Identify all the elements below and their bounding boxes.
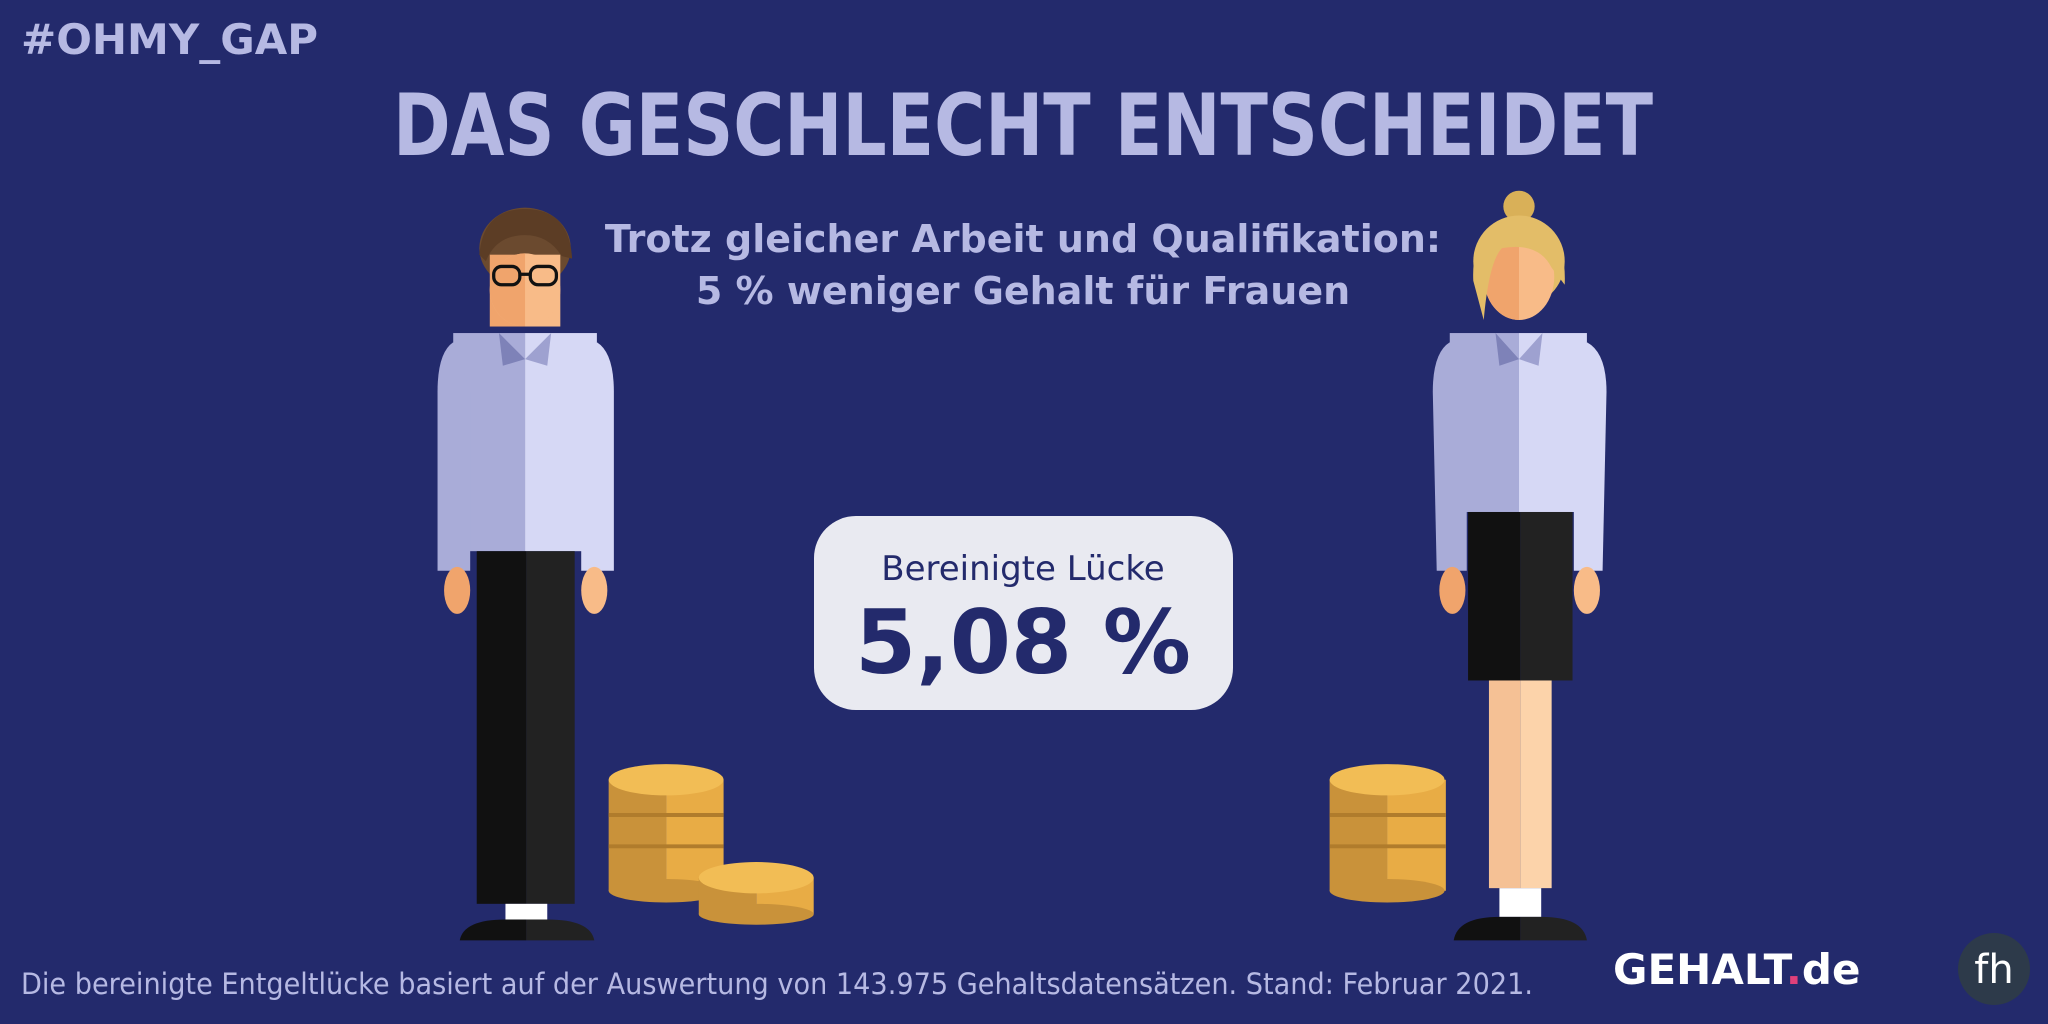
badge-text: fh [1974, 947, 2013, 993]
gap-label: Bereinigte Lücke [881, 549, 1164, 589]
gap-box [814, 516, 1233, 710]
brand-name: GEHALT [1613, 945, 1793, 994]
brand-logo: GEHALT.de [1613, 945, 1860, 994]
illustration [437, 190, 1607, 941]
coins [608, 764, 1446, 925]
subtitle-line: Trotz gleicher Arbeit und Qualifikation: [605, 217, 1441, 261]
brand-tld: de [1802, 945, 1861, 994]
footnote: Die bereinigte Entgeltlücke basiert auf … [21, 967, 1533, 1001]
man-figure [437, 207, 614, 941]
brand-dot: . [1786, 945, 1802, 994]
badge [1958, 933, 2030, 1005]
hashtag: #OHMY_GAP [21, 15, 318, 64]
gap-value: 5,08 % [855, 591, 1191, 694]
subtitle-line: 5 % weniger Gehalt für Frauen [696, 269, 1350, 313]
woman-figure [1432, 190, 1607, 941]
title: DAS GESCHLECHT ENTSCHEIDET [393, 76, 1653, 176]
